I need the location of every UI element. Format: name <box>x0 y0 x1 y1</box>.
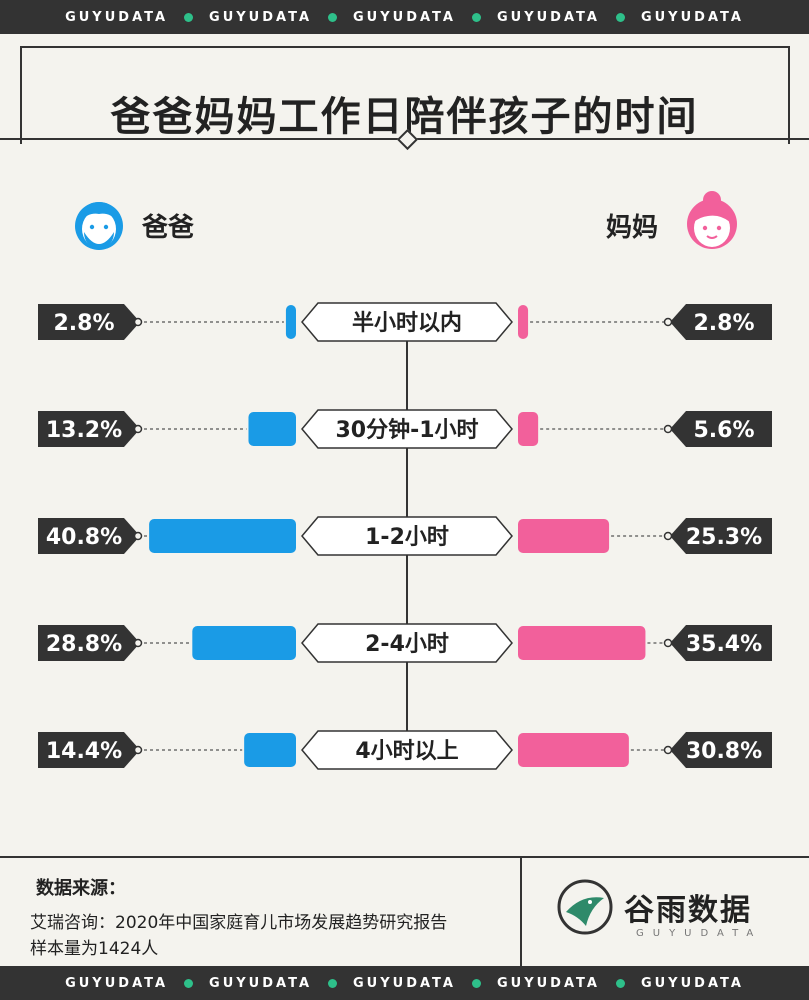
mom-bar <box>518 412 539 446</box>
mom-value-label: 5.6% <box>693 418 754 443</box>
band-dot <box>615 978 625 988</box>
comparison-bar-chart: 半小时以内 2.8% 2.8% 30分钟-1小时 13.2% 5.6% 1-2小时 40.8%… <box>38 302 772 770</box>
mom-value-label: 2.8% <box>693 311 754 336</box>
category-label-box <box>301 302 513 342</box>
band-text: GUYUDATA <box>209 975 313 991</box>
mom-value-tag <box>670 304 772 340</box>
mom-connector-dot <box>663 424 673 434</box>
mom-value-label: 30.8% <box>686 739 762 764</box>
dad-avatar-icon <box>75 202 123 250</box>
dad-bar <box>244 733 296 767</box>
footer-vertical-divider <box>520 858 522 966</box>
dad-label: 爸爸 <box>142 213 195 243</box>
category-label: 2-4小时 <box>365 632 449 657</box>
dad-connector-dot <box>133 317 143 327</box>
brand-subtitle: GUYUDATA <box>636 928 763 939</box>
mom-value-tag <box>670 625 772 661</box>
dad-value-label: 13.2% <box>46 418 122 443</box>
band-text: GUYUDATA <box>65 9 169 25</box>
band-dot <box>184 978 194 988</box>
band-text: GUYUDATA <box>353 975 456 991</box>
bottom-brand-band: GUYUDATA GUYUDATA GUYUDATA GUYUDATA GUYU… <box>0 966 809 1000</box>
dad-value-label: 14.4% <box>46 739 122 764</box>
dad-bar <box>285 305 296 339</box>
mom-bar <box>518 626 646 660</box>
dad-value-tag <box>38 304 140 340</box>
band-text: GUYUDATA <box>65 975 169 991</box>
band-text: GUYUDATA <box>496 975 600 991</box>
mom-connector-dot <box>663 531 673 541</box>
category-label-box <box>301 409 513 449</box>
band-dot <box>615 12 625 22</box>
mom-value-tag <box>670 732 772 768</box>
infographic-card: 爸爸妈妈工作日陪伴孩子的时间 爸爸 妈妈 半小时以内 2.8% 2.8% 30分钟-1… <box>0 34 809 966</box>
dad-connector-dot <box>133 745 143 755</box>
brand-logo-icon <box>557 879 613 935</box>
brand-name: 谷雨数据 <box>624 893 752 928</box>
mom-value-tag <box>670 411 772 447</box>
dad-value-tag <box>38 411 140 447</box>
mom-connector-dot <box>663 317 673 327</box>
dad-value-tag <box>38 732 140 768</box>
source-line-2: 样本量为1424人 <box>30 939 159 959</box>
category-label: 半小时以内 <box>352 311 462 336</box>
dad-value-tag <box>38 625 140 661</box>
footer-divider <box>0 856 809 858</box>
band-text: GUYUDATA <box>496 9 600 25</box>
category-label: 1-2小时 <box>365 525 449 550</box>
band-dot <box>328 12 338 22</box>
mom-label: 妈妈 <box>606 213 659 243</box>
dad-value-label: 28.8% <box>46 632 122 657</box>
dad-connector-dot <box>133 424 143 434</box>
title-frame <box>20 46 790 144</box>
dad-value-label: 40.8% <box>46 525 122 550</box>
mom-value-label: 25.3% <box>686 525 762 550</box>
category-label: 30分钟-1小时 <box>335 417 478 443</box>
dad-connector-dot <box>133 638 143 648</box>
dad-bar <box>192 626 296 660</box>
mom-connector-dot <box>663 745 673 755</box>
source-title: 数据来源： <box>36 878 126 899</box>
dad-connector-dot <box>133 531 143 541</box>
category-label-box <box>301 730 513 770</box>
dad-value-label: 2.8% <box>53 311 114 336</box>
dad-bar <box>149 519 296 553</box>
band-text: GUYUDATA <box>209 9 313 25</box>
mom-avatar-icon <box>687 191 737 249</box>
mom-value-label: 35.4% <box>686 632 762 657</box>
mom-bar <box>518 305 529 339</box>
band-text: GUYUDATA <box>353 9 456 25</box>
top-brand-band: GUYUDATA GUYUDATA GUYUDATA GUYUDATA GUYU… <box>0 0 809 34</box>
dad-bar <box>248 412 296 446</box>
mom-bar <box>518 733 629 767</box>
band-dot <box>184 12 194 22</box>
band-text: GUYUDATA <box>640 9 744 25</box>
band-dot <box>471 978 481 988</box>
band-text: GUYUDATA <box>640 975 744 991</box>
category-label-box <box>301 516 513 556</box>
mom-bar <box>518 519 610 553</box>
dad-value-tag <box>38 518 140 554</box>
source-line-1: 艾瑞咨询：2020年中国家庭育儿市场发展趋势研究报告 <box>30 913 448 933</box>
mom-value-tag <box>670 518 772 554</box>
mom-connector-dot <box>663 638 673 648</box>
category-label: 4小时以上 <box>355 739 458 764</box>
band-dot <box>328 978 338 988</box>
category-label-box <box>301 623 513 663</box>
band-dot <box>471 12 481 22</box>
